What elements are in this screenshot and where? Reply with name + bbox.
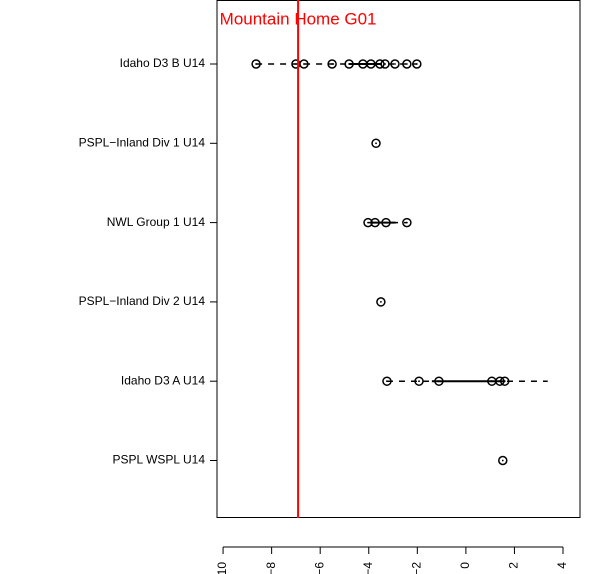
x-tick-label: −8 [264,562,278,574]
point-center [295,63,297,65]
point-center [255,63,257,65]
point [344,59,354,69]
y-tick-label: PSPL WSPL U14 [113,453,206,467]
point [402,217,412,228]
point-center [348,63,350,65]
point [381,217,391,228]
point-center [379,301,382,303]
point [299,59,309,69]
point-center [385,221,387,224]
point [434,376,444,386]
point [251,59,261,69]
point-center [375,142,377,145]
point-center [415,63,418,65]
point [498,455,508,466]
point [380,59,390,69]
x-tick-label: 2 [507,562,521,569]
point-center [303,63,305,65]
point-center [331,63,333,65]
point [376,297,386,307]
point-center [384,63,386,65]
y-tick-label: Idaho D3 B U14 [120,56,206,70]
point-center [405,63,408,65]
y-tick-label: PSPL−Inland Div 1 U14 [79,135,206,149]
x-tick-label: −10 [215,562,229,574]
x-tick-label: −4 [361,562,375,574]
x-tick-label: 0 [458,562,472,569]
point [375,59,385,69]
point-center [503,380,506,383]
point [370,217,380,228]
point-center [374,221,376,224]
y-tick-label: PSPL−Inland Div 2 U14 [79,294,206,308]
point-center [362,63,364,65]
point [382,376,392,386]
point-center [490,380,493,383]
point [371,138,381,149]
point [402,59,412,69]
point [414,376,424,386]
point-center [386,380,388,383]
point-center [405,221,408,224]
y-tick-label: Idaho D3 A U14 [121,373,205,387]
point-center [501,459,504,462]
plot-frame [216,0,581,518]
point-center [367,221,369,224]
point [499,376,510,386]
x-tick-label: 4 [555,562,569,569]
point-center [394,63,396,65]
point [363,217,373,228]
point [412,59,422,69]
y-tick-label: NWL Group 1 U14 [107,215,206,229]
x-tick-label: −2 [409,562,423,574]
point [366,59,376,69]
reference-group: Mountain Home G01 [220,0,377,518]
point [327,59,337,69]
point-center [418,380,420,383]
x-tick-label: −6 [312,562,326,574]
reference-label: Mountain Home G01 [220,9,377,28]
point-center [370,63,372,65]
point [390,59,400,69]
point-center [438,380,440,383]
